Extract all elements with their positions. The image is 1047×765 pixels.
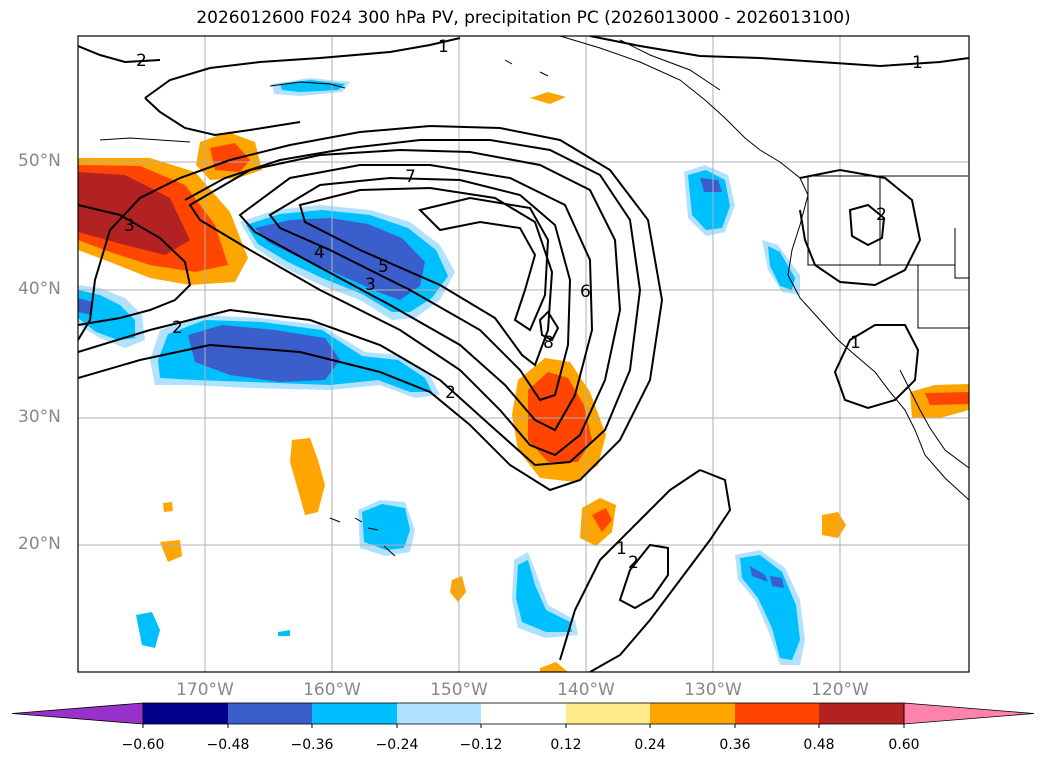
contour-label: 1 [438, 37, 449, 57]
contour-label: 5 [378, 257, 389, 277]
colorbar-extend-high [903, 702, 1035, 725]
colorbar-segment [650, 703, 735, 724]
figure-title: 2026012600 F024 300 hPa PV, precipitatio… [196, 8, 851, 28]
contour-label: 2 [136, 51, 147, 71]
contour-label: 8 [543, 333, 554, 353]
colorbar-segment [735, 703, 819, 724]
colorbar-frame [142, 702, 905, 725]
contour-label: 3 [365, 275, 376, 295]
lon-label-150w: 150°W [430, 680, 488, 700]
colorbar-tick-label: −0.12 [459, 737, 503, 753]
contour-label: 2 [172, 318, 183, 338]
colorbar-segment [397, 703, 481, 724]
colorbar-segment [819, 703, 904, 724]
colorbar-segment [566, 703, 650, 724]
contour-label: 2 [876, 205, 887, 225]
colorbar-segment [143, 703, 228, 724]
map-frame [77, 35, 970, 673]
lon-label-120w: 120°W [811, 680, 869, 700]
colorbar-tick-label: 0.12 [550, 737, 582, 753]
lat-label-40n: 40°N [18, 279, 61, 299]
colorbar [11, 702, 1035, 728]
lat-label-20n: 20°N [18, 534, 61, 554]
contour-label: 1 [616, 539, 627, 559]
colorbar-segment [481, 703, 566, 724]
colorbar-tick-label: 0.60 [888, 737, 920, 753]
colorbar-segment [312, 703, 397, 724]
colorbar-tick-label: −0.60 [121, 737, 165, 753]
colorbar-ticks [142, 724, 905, 728]
lat-label-30n: 30°N [18, 407, 61, 427]
colorbar-extend-low [11, 702, 144, 725]
contour-label: 1 [912, 53, 923, 73]
contour-label: 4 [314, 243, 325, 263]
precip-negative-anomalies [78, 80, 805, 665]
lon-label-130w: 130°W [684, 680, 742, 700]
contour-label: 2 [445, 383, 456, 403]
contour-label: 7 [405, 167, 416, 187]
colorbar-tick-label: 0.36 [719, 737, 751, 753]
contour-label: 2 [628, 553, 639, 573]
contour-label: 1 [850, 333, 861, 353]
colorbar-tick-label: −0.36 [290, 737, 334, 753]
lon-label-160w: 160°W [303, 680, 361, 700]
contour-label: 3 [124, 216, 135, 236]
contour-label: 6 [580, 282, 591, 302]
lat-label-50n: 50°N [18, 151, 61, 171]
colorbar-tick-label: −0.24 [375, 737, 419, 753]
pv-contour-labels: 2 1 1 7 3 4 5 3 2 2 6 8 2 1 1 2 [124, 37, 923, 573]
lon-label-140w: 140°W [557, 680, 615, 700]
lon-label-170w: 170°W [176, 680, 234, 700]
colorbar-tick-label: 0.24 [634, 737, 666, 753]
map-canvas: 2 1 1 7 3 4 5 3 2 2 6 8 2 1 1 2 [77, 35, 970, 673]
colorbar-segment [228, 703, 312, 724]
coastlines [99, 36, 969, 557]
pv-contours [78, 36, 969, 672]
colorbar-tick-label: 0.48 [803, 737, 835, 753]
colorbar-tick-label: −0.48 [206, 737, 250, 753]
